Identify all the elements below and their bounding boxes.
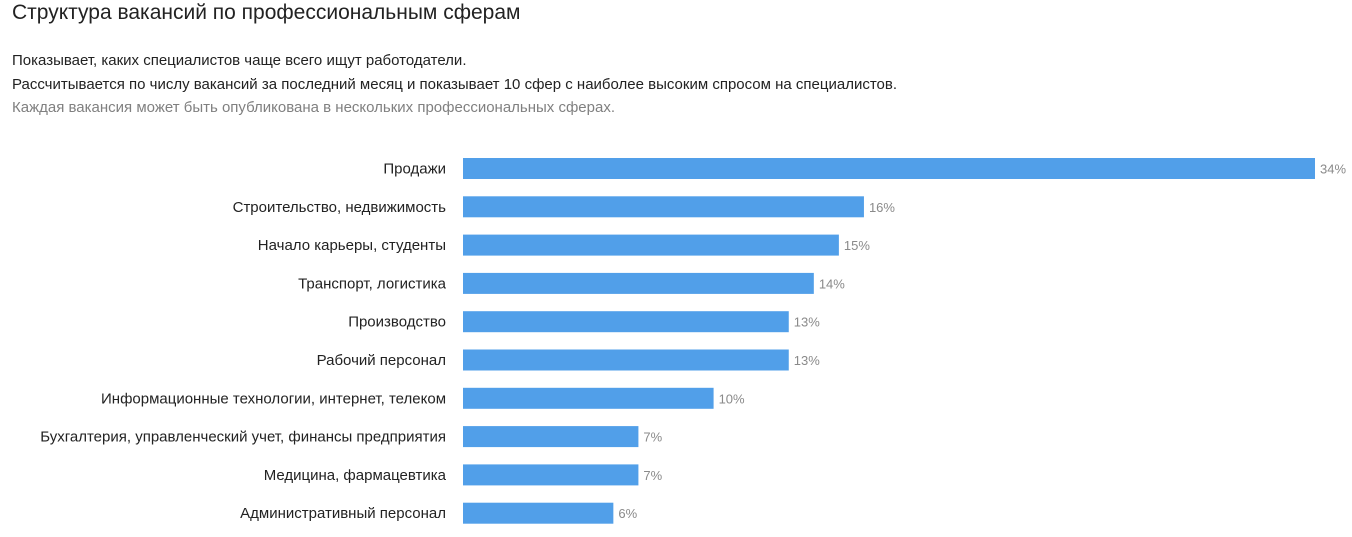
bars-layer: Продажи 34% Строительство, недвижимость 16%… [40, 158, 1346, 524]
bar[interactable] [463, 272, 814, 294]
description-line-2: Рассчитывается по числу вакансий за посл… [12, 76, 897, 93]
category-label: Административный персонал [240, 505, 446, 522]
bar[interactable] [463, 158, 1315, 179]
bar[interactable] [463, 502, 614, 524]
category-label: Производство [348, 314, 446, 331]
value-label: 13% [794, 315, 820, 330]
category-label: Рабочий персонал [317, 352, 446, 369]
bar[interactable] [463, 387, 714, 409]
value-label: 34% [1320, 162, 1346, 177]
category-label: Транспорт, логистика [298, 275, 447, 292]
category-label: Бухгалтерия, управленческий учет, финанс… [40, 429, 446, 446]
category-label: Продажи [383, 161, 446, 178]
note-text: Каждая вакансия может быть опубликована … [12, 99, 616, 116]
value-label: 15% [844, 238, 870, 253]
value-label: 6% [618, 506, 637, 521]
bar[interactable] [463, 311, 789, 333]
bar[interactable] [463, 426, 639, 448]
page-title: Структура вакансий по профессиональным с… [12, 1, 521, 24]
bar[interactable] [463, 349, 789, 371]
description-line-1: Показывает, каких специалистов чаще всег… [12, 52, 467, 69]
bar[interactable] [463, 234, 839, 256]
value-label: 7% [643, 468, 662, 483]
value-label: 16% [869, 200, 895, 215]
category-label: Медицина, фармацевтика [264, 467, 447, 484]
category-label: Начало карьеры, студенты [258, 237, 446, 254]
category-label: Строительство, недвижимость [233, 199, 447, 216]
bar[interactable] [463, 464, 639, 486]
value-label: 14% [819, 276, 845, 291]
bar[interactable] [463, 196, 864, 218]
value-label: 7% [643, 430, 662, 445]
value-label: 13% [794, 353, 820, 368]
value-label: 10% [719, 391, 745, 406]
category-label: Информационные технологии, интернет, тел… [101, 390, 446, 407]
